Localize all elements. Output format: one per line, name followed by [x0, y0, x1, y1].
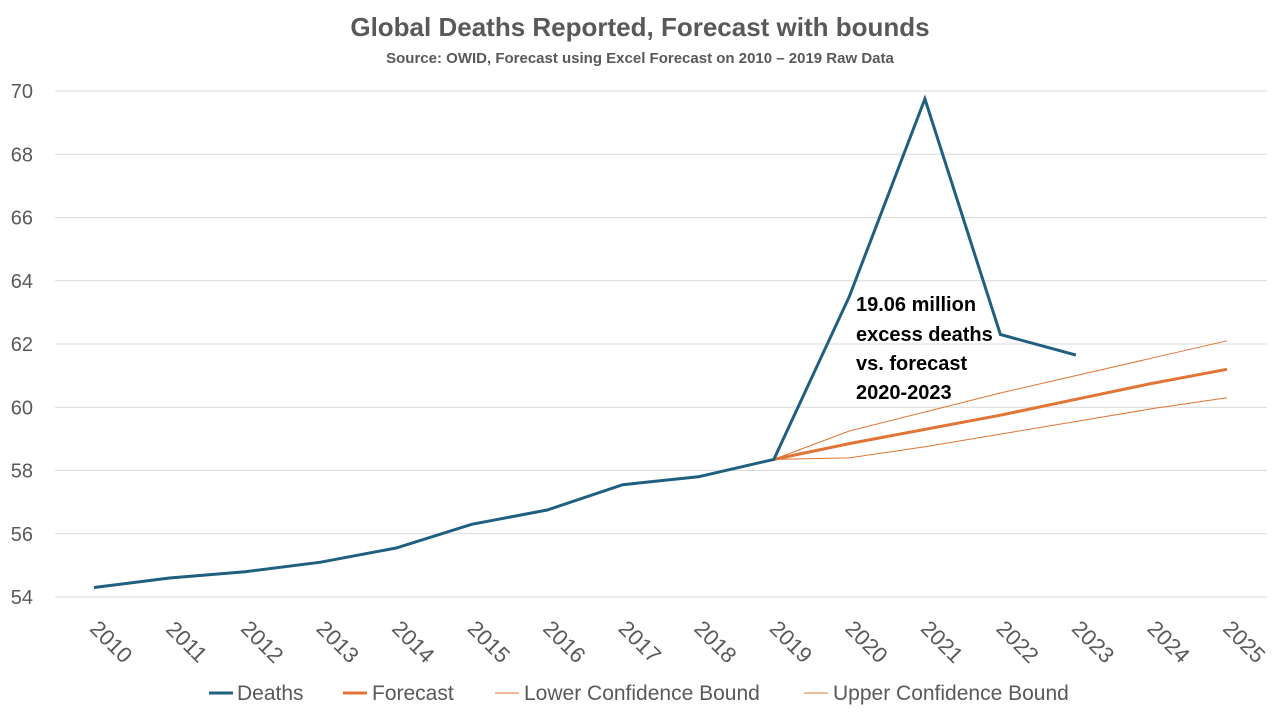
y-tick-label: 66 [11, 208, 33, 230]
x-tick-label: 2025 [1218, 616, 1270, 668]
x-tick-label: 2020 [840, 616, 892, 668]
y-tick-label: 68 [11, 144, 33, 166]
annotation-line-4: 2020-2023 [856, 382, 952, 404]
x-tick-label: 2024 [1143, 616, 1195, 668]
legend-label-upper-bound: Upper Confidence Bound [833, 682, 1069, 705]
y-tick-label: 70 [11, 81, 33, 103]
x-tick-label: 2015 [463, 616, 515, 668]
chart-title: Global Deaths Reported, Forecast with bo… [350, 12, 929, 42]
y-axis-ticks: 54 56 58 60 62 64 66 68 70 [11, 81, 33, 609]
series-line-deaths [93, 94, 1077, 589]
legend-label-deaths: Deaths [237, 682, 304, 705]
x-tick-label: 2019 [765, 616, 817, 668]
x-tick-label: 2023 [1067, 616, 1119, 668]
y-tick-label: 64 [11, 271, 33, 293]
y-tick-label: 60 [11, 397, 33, 419]
annotation-line-1: 19.06 million [856, 294, 976, 316]
series-line-upper-confidence-bound [773, 340, 1228, 460]
legend-label-lower-bound: Lower Confidence Bound [524, 682, 760, 705]
annotation-line-3: vs. forecast [856, 353, 968, 375]
legend-label-forecast: Forecast [372, 682, 454, 705]
chart-subtitle: Source: OWID, Forecast using Excel Forec… [386, 50, 894, 67]
excess-deaths-annotation: 19.06 million excess deaths vs. forecast… [856, 294, 993, 404]
x-tick-label: 2016 [538, 616, 590, 668]
x-axis-ticks: 2010 2011 2012 2013 2014 2015 2016 2017 2018 2019… [85, 616, 1270, 668]
y-tick-label: 62 [11, 334, 33, 356]
x-tick-label: 2011 [161, 616, 212, 667]
x-tick-label: 2022 [991, 616, 1043, 668]
annotation-line-2: excess deaths [856, 324, 993, 346]
x-tick-label: 2012 [236, 616, 288, 668]
y-tick-label: 58 [11, 461, 33, 483]
series-lines [93, 94, 1228, 589]
x-tick-label: 2013 [312, 616, 364, 668]
series-line-forecast [773, 367, 1228, 461]
legend: Deaths Forecast Lower Confidence Bound U… [209, 682, 1069, 705]
x-tick-label: 2018 [689, 616, 741, 668]
y-tick-label: 56 [11, 524, 33, 546]
x-tick-label: 2021 [916, 616, 968, 668]
x-tick-label: 2010 [85, 616, 137, 668]
x-tick-label: 2014 [387, 616, 439, 668]
y-tick-label: 54 [11, 587, 33, 609]
x-tick-label: 2017 [614, 616, 666, 668]
series-line-lower-confidence-bound [773, 397, 1228, 460]
gridlines [55, 90, 1267, 598]
